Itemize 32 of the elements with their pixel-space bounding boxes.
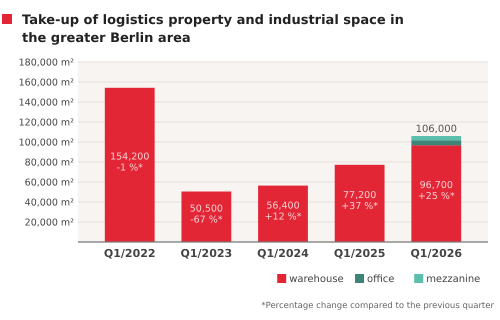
bar (334, 164, 385, 242)
legend-label: mezzanine (426, 274, 480, 285)
y-tick-label: 140,000 m² (18, 97, 74, 108)
data-label: 56,400 +12 %* (264, 200, 302, 222)
x-tick-label: Q1/2025 (334, 247, 386, 260)
data-label: 154,200 -1 %* (110, 151, 150, 174)
total-label: 106,000 (416, 124, 457, 135)
bar (258, 186, 308, 242)
y-tick-label: 120,000 m² (18, 117, 74, 128)
legend-label: warehouse (289, 274, 344, 285)
x-tick-label: Q1/2024 (257, 247, 310, 260)
y-tick-label: 20,000 m² (24, 217, 74, 228)
y-tick-label: 160,000 m² (18, 77, 74, 88)
x-tick-label: Q1/2026 (410, 247, 462, 260)
x-tick-label: Q1/2023 (180, 247, 232, 260)
y-tick-label: 180,000 m² (18, 57, 74, 68)
bar (411, 140, 462, 146)
bar (104, 88, 155, 242)
y-tick-label: 80,000 m² (24, 157, 74, 168)
y-tick-label: 40,000 m² (24, 197, 74, 208)
bar (411, 145, 462, 242)
y-tick-label: 60,000 m² (24, 177, 74, 188)
x-tick-label: Q1/2022 (104, 247, 156, 260)
text: *Percentage change compared to the previous quarter (261, 301, 494, 311)
data-label: 96,700 +25 %* (418, 180, 455, 202)
y-tick-label: 100,000 m² (18, 137, 74, 148)
chart-title: Take-up of logistics property and industrial space in the greater Berlin area (22, 13, 404, 46)
legend-label: office (367, 274, 394, 285)
bar (411, 136, 462, 140)
data-label: 77,200 +37 %* (341, 190, 378, 212)
data-label: 50,500 -67 %* (190, 203, 223, 226)
bar (181, 192, 232, 242)
